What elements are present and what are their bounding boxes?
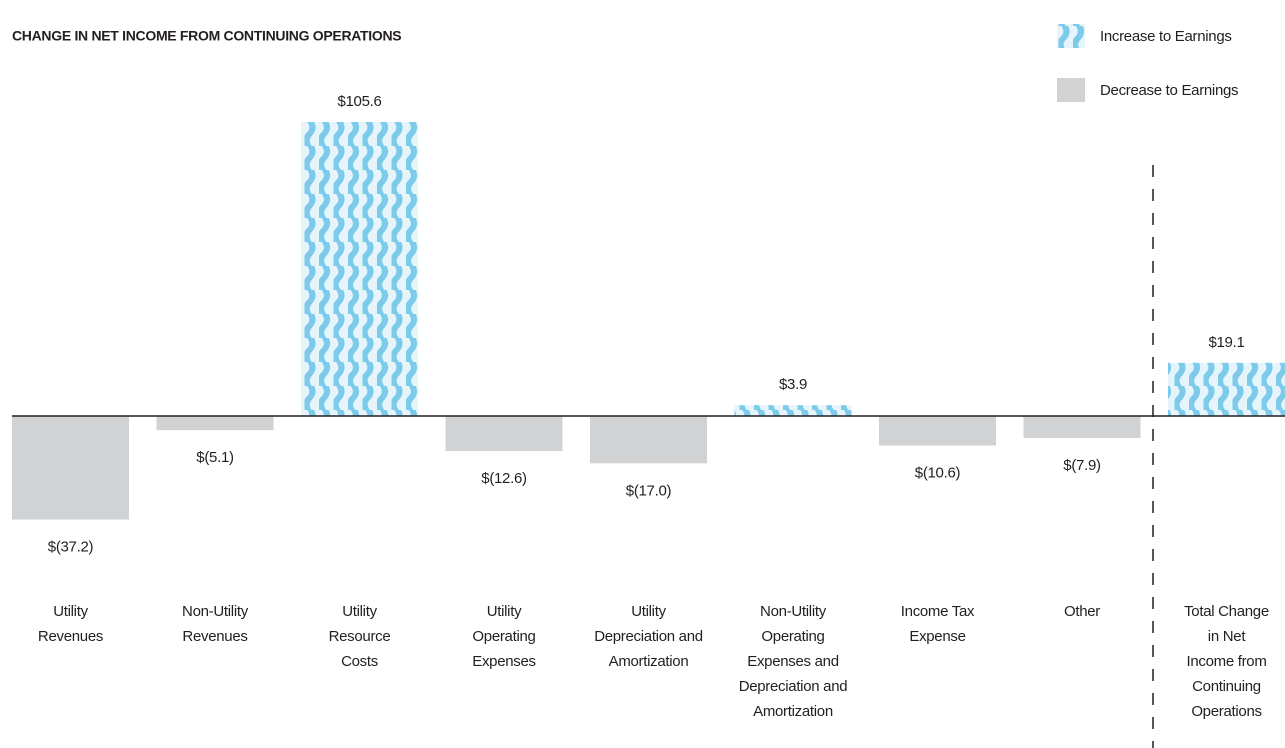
value-label: $(12.6): [481, 470, 527, 487]
category-label: Non-Utility Revenues: [182, 603, 249, 645]
value-label: $(37.2): [48, 539, 94, 556]
legend-label: Increase to Earnings: [1100, 28, 1232, 45]
value-label: $105.6: [337, 93, 381, 110]
bar: [156, 416, 274, 431]
category-label: Utility Operating Expenses: [472, 603, 535, 670]
value-label: $(10.6): [915, 464, 961, 481]
legend-swatch: [1057, 24, 1085, 48]
value-label: $19.1: [1208, 334, 1244, 351]
bar: [301, 122, 418, 417]
value-label: $(5.1): [196, 449, 234, 466]
value-label: $(17.0): [626, 482, 672, 499]
category-label: Utility Revenues: [38, 603, 103, 645]
bar: [1168, 362, 1285, 416]
legend-swatch: [1057, 78, 1085, 102]
bar: [1023, 416, 1141, 438]
legend-label: Decrease to Earnings: [1100, 82, 1238, 99]
bar: [879, 416, 996, 446]
category-label: Utility Resource Costs: [329, 603, 391, 670]
category-label: Other: [1064, 603, 1100, 620]
category-label: Total Change in Net Income from Continuing O…: [1184, 603, 1269, 720]
bar: [734, 405, 852, 416]
value-label: $(7.9): [1063, 457, 1101, 474]
category-label: Income Tax Expense: [901, 603, 975, 645]
chart-title: CHANGE IN NET INCOME FROM CONTINUING OPE…: [12, 28, 401, 44]
category-label: Utility Depreciation and Amortization: [594, 603, 703, 670]
bar: [445, 416, 563, 452]
category-label: Non-Utility Operating Expenses and Deprecia…: [739, 603, 848, 720]
value-label: $3.9: [779, 376, 807, 393]
bar: [12, 416, 129, 520]
bar: [590, 416, 707, 464]
